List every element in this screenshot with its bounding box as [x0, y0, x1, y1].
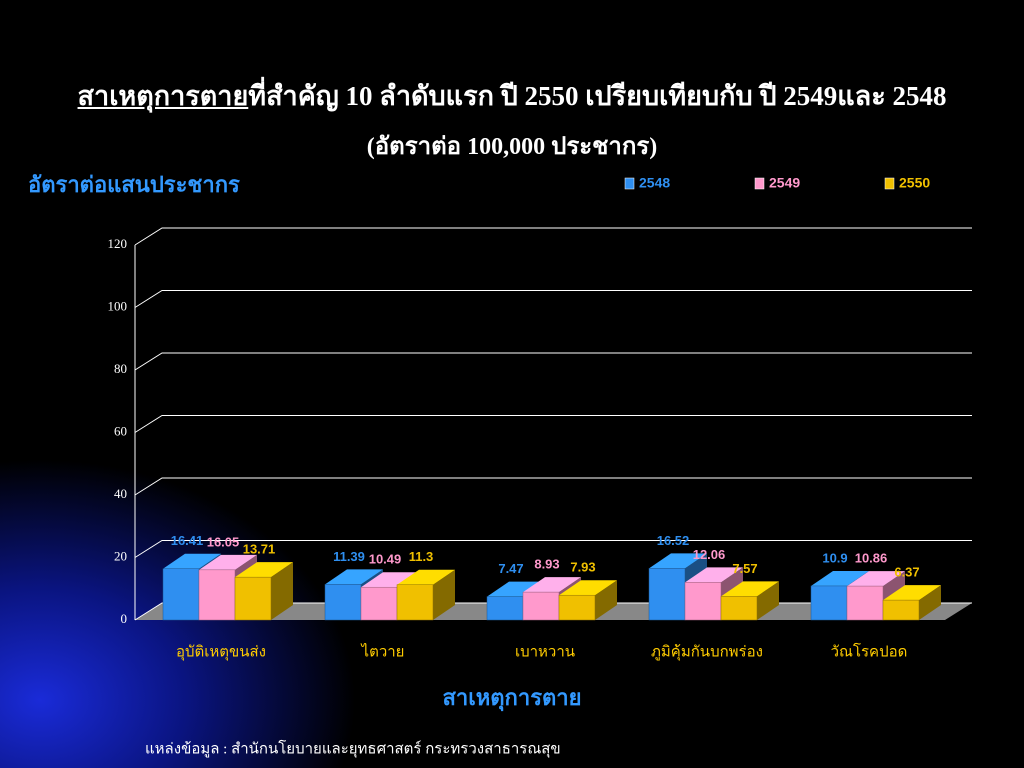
x-axis-label: สาเหตุการตาย — [442, 685, 581, 712]
bar-face — [198, 569, 236, 621]
bar-face — [847, 571, 905, 587]
y-tick-label: 60 — [114, 423, 127, 438]
legend-label: 2550 — [899, 175, 930, 191]
bar-face — [810, 585, 848, 621]
x-tick-label: อุบัติเหตุขนส่ง — [176, 643, 266, 661]
grid-line — [134, 415, 972, 433]
value-label: 7.47 — [498, 561, 523, 576]
bar — [720, 581, 779, 621]
value-label: 11.39 — [333, 549, 365, 564]
legend-swatch — [754, 177, 765, 190]
bar-face — [433, 569, 455, 620]
bar-face — [684, 582, 722, 621]
title-underlined: สาเหตุการตาย — [77, 81, 249, 111]
bar-face — [648, 568, 686, 621]
grid-line — [134, 352, 972, 371]
y-tick-label: 0 — [121, 611, 128, 626]
bar-face — [360, 586, 398, 621]
value-label: 7.93 — [570, 560, 595, 575]
x-tick-label: ภูมิคุ้มกันบกพร่อง — [651, 643, 763, 661]
bar-face — [234, 576, 272, 621]
bar — [882, 585, 941, 621]
x-tick-label: เบาหวาน — [515, 644, 575, 660]
bar — [396, 569, 455, 621]
bar-face — [397, 569, 455, 585]
value-label: 7.57 — [732, 561, 757, 576]
subtitle: (อัตราต่อ 100,000 ประชากร) — [366, 134, 658, 160]
bar-face — [271, 562, 293, 620]
legend-swatch — [624, 177, 635, 190]
y-axis-label: อัตราต่อแสนประชากร — [28, 172, 240, 197]
bar-face — [846, 585, 884, 621]
bar-face — [396, 584, 434, 621]
grid-line — [134, 477, 972, 496]
grid-line — [134, 290, 972, 308]
bar-face — [235, 562, 293, 578]
bar-face — [685, 567, 743, 583]
legend-swatch — [884, 177, 895, 190]
bar-face — [559, 580, 617, 596]
value-label: 16.52 — [657, 533, 690, 548]
bar-face — [595, 580, 617, 620]
bar-face — [883, 585, 941, 601]
value-label: 10.86 — [855, 551, 888, 566]
bar-face — [487, 581, 545, 597]
bar-face — [757, 581, 779, 620]
bar-face — [324, 584, 362, 621]
value-label: 16.05 — [207, 534, 240, 549]
legend-label: 2548 — [639, 175, 670, 191]
y-tick-label: 40 — [114, 486, 127, 501]
value-label: 10.9 — [822, 550, 847, 565]
legend-label: 2549 — [769, 175, 800, 191]
y-tick-label: 100 — [108, 298, 128, 313]
grid-line — [134, 540, 972, 558]
bar-face — [486, 596, 524, 621]
bar-face — [811, 570, 869, 586]
grid-line — [134, 227, 972, 246]
source: แหล่งข้อมูล : สำนักนโยบายและยุทธศาสตร์ ก… — [145, 739, 561, 758]
y-tick-label: 80 — [114, 361, 127, 376]
bar-face — [721, 581, 779, 597]
y-tick-label: 120 — [108, 236, 128, 251]
bar-face — [919, 585, 941, 620]
bar-face — [199, 554, 257, 570]
bar-face — [163, 553, 221, 569]
bar-face — [720, 596, 758, 621]
bar-face — [325, 569, 383, 585]
value-label: 6.37 — [894, 565, 919, 580]
value-label: 8.93 — [534, 557, 559, 572]
bar-face — [649, 553, 707, 569]
x-tick-label: วัณโรคปอด — [831, 642, 908, 660]
bar-face — [523, 577, 581, 593]
value-label: 16.41 — [171, 533, 204, 548]
value-label: 11.3 — [409, 549, 434, 564]
bar-face — [162, 568, 200, 621]
value-label: 13.71 — [243, 542, 276, 557]
bar — [234, 562, 293, 621]
bar-face — [361, 572, 419, 588]
value-label: 12.06 — [693, 547, 726, 562]
bar-face — [522, 591, 560, 621]
title: สาเหตุการตายที่สำคัญ 10 ลำดับแรก ปี 2550… — [0, 74, 1024, 117]
bar — [558, 580, 617, 621]
value-label: 10.49 — [369, 552, 402, 567]
y-tick-label: 20 — [114, 548, 127, 563]
bar-face — [558, 594, 596, 621]
bar-face — [882, 599, 920, 621]
title-rest: ที่สำคัญ 10 ลำดับแรก ปี 2550 เปรียบเทียบ… — [248, 81, 947, 111]
x-tick-label: ไตวาย — [361, 642, 405, 660]
